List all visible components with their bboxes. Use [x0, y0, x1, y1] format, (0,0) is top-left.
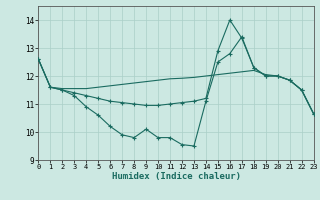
X-axis label: Humidex (Indice chaleur): Humidex (Indice chaleur) [111, 172, 241, 181]
